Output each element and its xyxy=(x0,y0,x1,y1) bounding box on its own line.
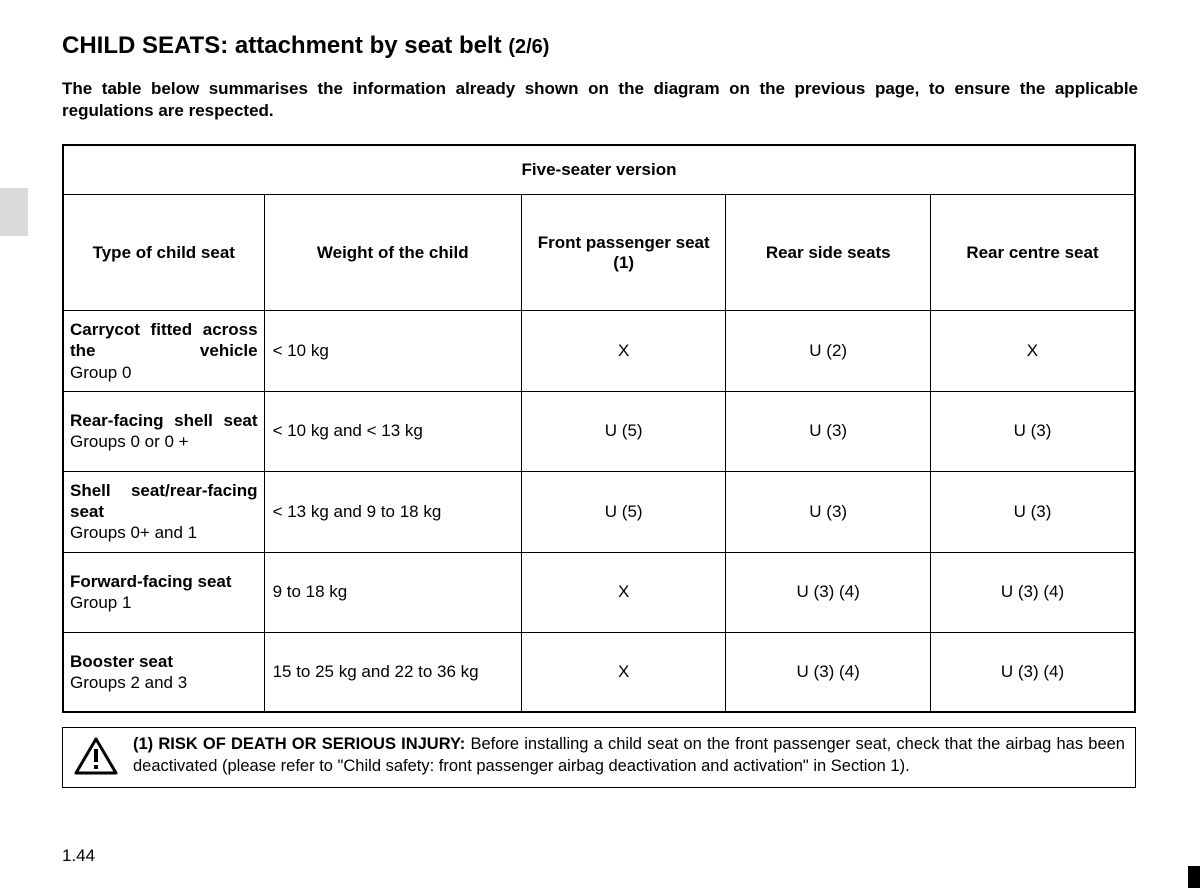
col-head-front: Front passenger seat (1) xyxy=(521,195,726,311)
table-row: Forward-facing seat Group 1 9 to 18 kg X… xyxy=(63,552,1135,632)
seat-group: Groups 0 or 0 + xyxy=(70,431,258,452)
rear-centre-cell: U (3) xyxy=(930,391,1135,471)
rear-side-cell: U (3) xyxy=(726,471,931,552)
page-content: CHILD SEATS: attachment by seat belt (2/… xyxy=(0,0,1200,788)
title-suffix: (2/6) xyxy=(508,36,549,58)
table-row: Rear-facing shell seat Groups 0 or 0 + <… xyxy=(63,391,1135,471)
page-number: 1.44 xyxy=(62,846,95,866)
seat-name: Booster seat xyxy=(70,651,258,672)
front-cell: X xyxy=(521,311,726,392)
title-main: CHILD SEATS: attachment by seat belt xyxy=(62,32,502,59)
rear-side-cell: U (3) (4) xyxy=(726,552,931,632)
seat-group: Groups 2 and 3 xyxy=(70,672,258,693)
weight-cell: 9 to 18 kg xyxy=(264,552,521,632)
table-row: Shell seat/rear-facing seat Groups 0+ an… xyxy=(63,471,1135,552)
col-head-weight: Weight of the child xyxy=(264,195,521,311)
page-subtitle: The table below summarises the informati… xyxy=(62,78,1138,122)
front-cell: U (5) xyxy=(521,471,726,552)
weight-cell: < 13 kg and 9 to 18 kg xyxy=(264,471,521,552)
weight-cell: < 10 kg xyxy=(264,311,521,392)
table-row: Carrycot fitted across the vehicle Group… xyxy=(63,311,1135,392)
seat-type-cell: Booster seat Groups 2 and 3 xyxy=(63,632,264,712)
seat-group: Groups 0+ and 1 xyxy=(70,522,258,543)
seat-name: Forward-facing seat xyxy=(70,571,258,592)
page-title: CHILD SEATS: attachment by seat belt (2/… xyxy=(62,32,1138,60)
seat-type-cell: Carrycot fitted across the vehicle Group… xyxy=(63,311,264,392)
seat-group: Group 0 xyxy=(70,362,258,383)
seat-type-cell: Rear-facing shell seat Groups 0 or 0 + xyxy=(63,391,264,471)
seat-group: Group 1 xyxy=(70,592,258,613)
warning-lead: (1) RISK OF DEATH OR SERIOUS INJURY: xyxy=(133,735,465,753)
rear-centre-cell: U (3) (4) xyxy=(930,632,1135,712)
rear-centre-cell: X xyxy=(930,311,1135,392)
seat-type-cell: Shell seat/rear-facing seat Groups 0+ an… xyxy=(63,471,264,552)
side-tab xyxy=(0,188,28,236)
col-head-type: Type of child seat xyxy=(63,195,264,311)
warning-triangle-icon xyxy=(73,736,119,781)
rear-side-cell: U (3) xyxy=(726,391,931,471)
rear-centre-cell: U (3) (4) xyxy=(930,552,1135,632)
front-cell: X xyxy=(521,552,726,632)
seat-name: Carrycot fitted across the vehicle xyxy=(70,319,258,362)
corner-crop-mark xyxy=(1188,866,1200,888)
seat-name: Shell seat/rear-facing seat xyxy=(70,480,258,523)
col-head-rear-centre: Rear centre seat xyxy=(930,195,1135,311)
table-header-row: Type of child seat Weight of the child F… xyxy=(63,195,1135,311)
rear-centre-cell: U (3) xyxy=(930,471,1135,552)
warning-box: (1) RISK OF DEATH OR SERIOUS INJURY: Bef… xyxy=(62,727,1136,788)
table-caption: Five-seater version xyxy=(63,145,1135,195)
front-cell: U (5) xyxy=(521,391,726,471)
warning-text: (1) RISK OF DEATH OR SERIOUS INJURY: Bef… xyxy=(133,734,1125,777)
seat-name: Rear-facing shell seat xyxy=(70,410,258,431)
col-head-rear-side: Rear side seats xyxy=(726,195,931,311)
table-caption-row: Five-seater version xyxy=(63,145,1135,195)
child-seat-table: Five-seater version Type of child seat W… xyxy=(62,144,1136,713)
front-cell: X xyxy=(521,632,726,712)
rear-side-cell: U (2) xyxy=(726,311,931,392)
weight-cell: < 10 kg and < 13 kg xyxy=(264,391,521,471)
rear-side-cell: U (3) (4) xyxy=(726,632,931,712)
seat-type-cell: Forward-facing seat Group 1 xyxy=(63,552,264,632)
table-row: Booster seat Groups 2 and 3 15 to 25 kg … xyxy=(63,632,1135,712)
weight-cell: 15 to 25 kg and 22 to 36 kg xyxy=(264,632,521,712)
